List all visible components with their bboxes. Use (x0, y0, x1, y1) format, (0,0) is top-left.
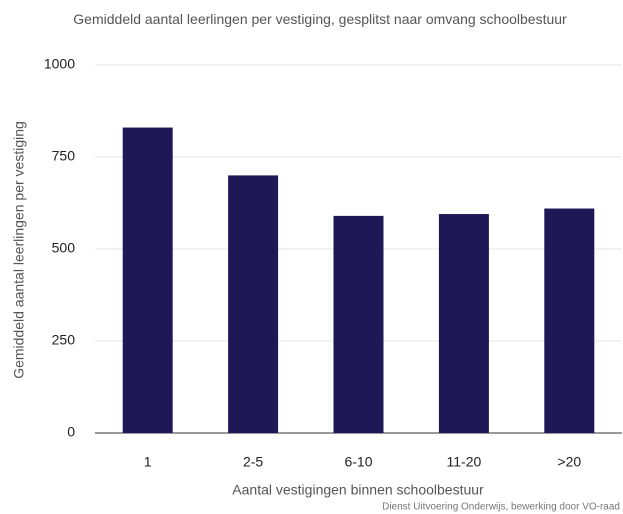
chart-title: Gemiddeld aantal leerlingen per vestigin… (73, 11, 567, 27)
y-tick-label: 250 (52, 332, 76, 348)
x-tick-label: 1 (144, 454, 152, 470)
x-tick-label: 2-5 (243, 454, 263, 470)
x-axis-title: Aantal vestigingen binnen schoolbestuur (232, 482, 484, 498)
bar (122, 127, 173, 433)
x-tick-label: >20 (557, 454, 581, 470)
bar (544, 208, 595, 433)
bar (228, 175, 279, 433)
x-tick-label: 11-20 (447, 454, 482, 470)
y-axis-title: Gemiddeld aantal leerlingen per vestigin… (11, 121, 27, 379)
y-tick-label: 500 (52, 240, 76, 256)
y-tick-label: 0 (67, 424, 75, 440)
bar (438, 214, 489, 433)
y-tick-label: 750 (52, 148, 76, 164)
x-tick-label: 6-10 (344, 454, 372, 470)
source: Dienst Uitvoering Onderwijs, bewerking d… (382, 502, 620, 513)
y-tick-label: 1000 (44, 56, 75, 72)
bar (333, 215, 384, 433)
